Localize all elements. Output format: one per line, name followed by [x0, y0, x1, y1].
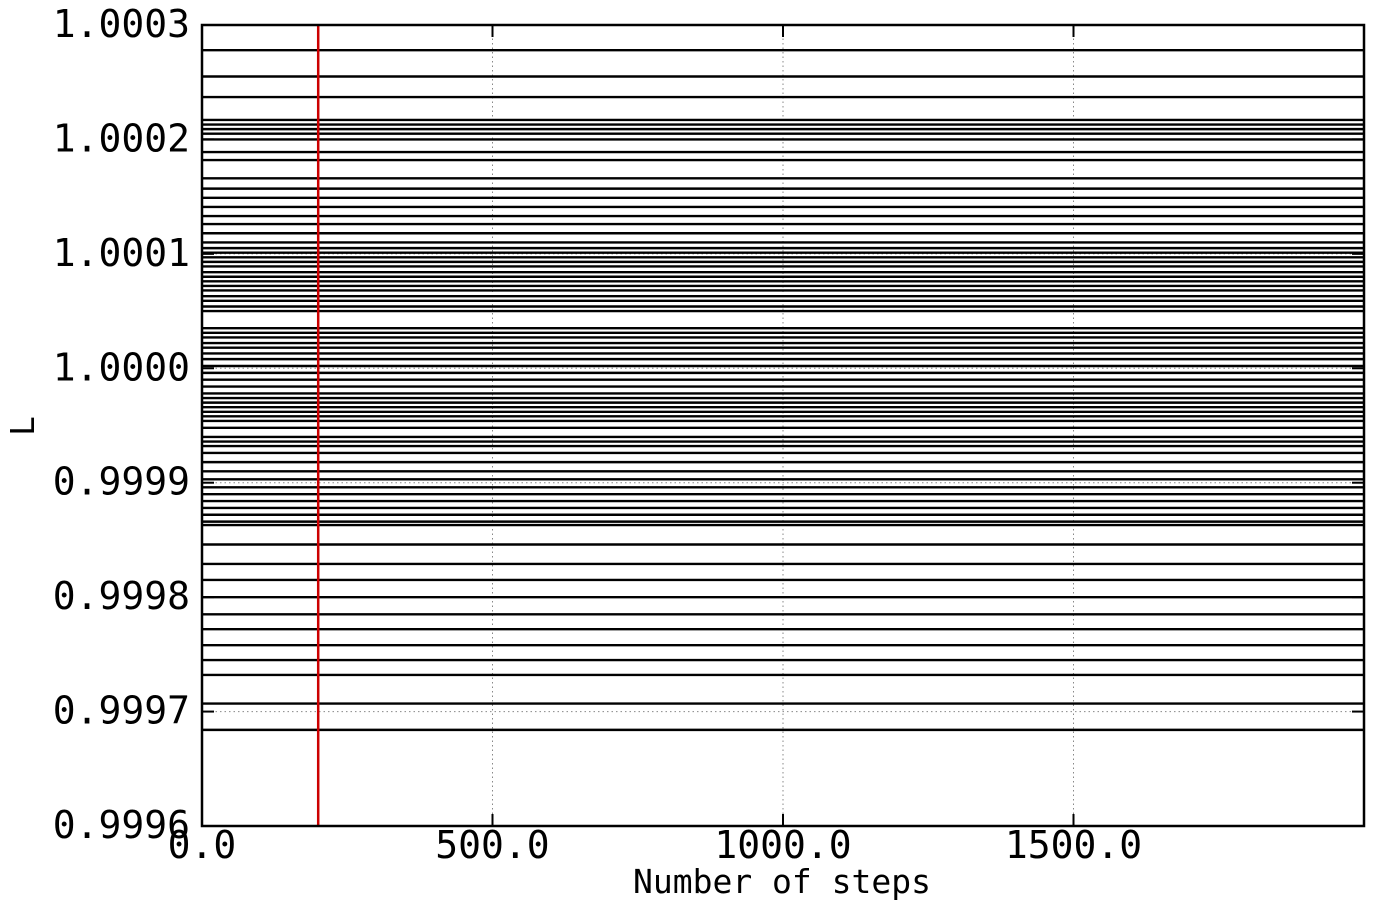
x-tick-label: 1500.0 — [1005, 823, 1142, 867]
x-tick-label: 500.0 — [435, 823, 549, 867]
y-axis-label: L — [3, 416, 42, 436]
x-tick-label: 1000.0 — [714, 823, 851, 867]
y-tick-labels: 0.9996 0.9997 0.9998 0.9999 1.0000 1.0001 1.00… — [53, 2, 190, 847]
series-lines — [202, 48, 1364, 732]
x-axis-label: Number of steps — [633, 862, 931, 901]
x-tick-labels: 0.0 500.0 1000.0 1500.0 — [168, 823, 1142, 867]
y-tick-label: 1.0002 — [53, 116, 190, 160]
y-tick-label: 0.9997 — [53, 689, 190, 733]
y-tick-label: 1.0003 — [53, 2, 190, 46]
y-tick-label: 0.9999 — [53, 460, 190, 504]
grid-lines — [202, 25, 1364, 826]
y-tick-label: 0.9998 — [53, 574, 190, 618]
plot-frame — [200, 23, 1366, 828]
y-tick-label: 1.0000 — [53, 345, 190, 389]
y-tick-label: 1.0001 — [53, 231, 190, 275]
y-tick-label: 0.9996 — [53, 803, 190, 847]
x-tick-label: 0.0 — [168, 823, 237, 867]
